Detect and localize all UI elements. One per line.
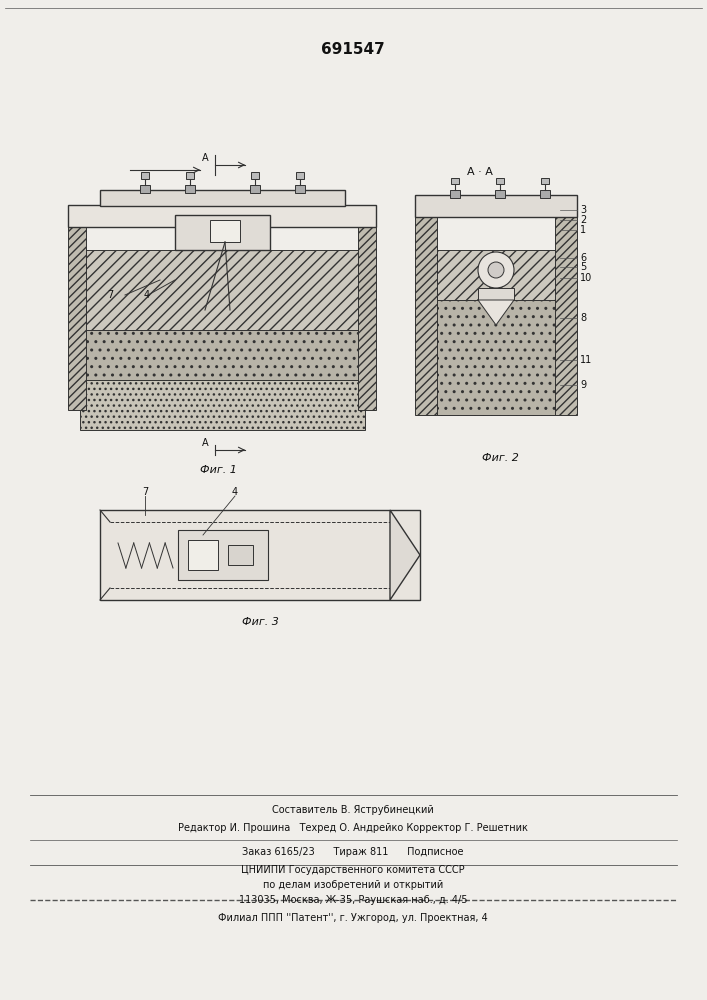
Text: 8: 8 <box>580 313 586 323</box>
Bar <box>450 190 460 198</box>
Text: 1: 1 <box>580 225 586 235</box>
Bar <box>415 200 437 415</box>
Circle shape <box>488 262 504 278</box>
Text: Заказ 6165/23      Тираж 811      Подписное: Заказ 6165/23 Тираж 811 Подписное <box>243 847 464 857</box>
Text: Фиг. 3: Фиг. 3 <box>242 617 279 627</box>
Text: 9: 9 <box>580 380 586 390</box>
Bar <box>100 510 420 600</box>
Bar <box>178 530 268 580</box>
Text: А: А <box>201 438 209 448</box>
Bar <box>186 172 194 179</box>
Circle shape <box>478 252 514 288</box>
Bar <box>100 190 345 206</box>
Bar <box>68 205 376 227</box>
Polygon shape <box>390 510 420 600</box>
Text: 5: 5 <box>580 262 586 272</box>
Text: 113035, Москва, Ж-35, Раушская наб., д. 4/5: 113035, Москва, Ж-35, Раушская наб., д. … <box>239 895 467 905</box>
Bar <box>175 215 270 250</box>
Text: 4: 4 <box>232 487 238 497</box>
Bar <box>415 195 577 217</box>
Bar <box>141 172 149 179</box>
Text: Редактор И. Прошина   Техред О. Андрейко Корректор Г. Решетник: Редактор И. Прошина Техред О. Андрейко К… <box>178 823 528 833</box>
Text: А: А <box>201 153 209 163</box>
Text: 11: 11 <box>580 355 592 365</box>
Text: Фиг. 2: Фиг. 2 <box>481 453 518 463</box>
Text: Фиг. 1: Фиг. 1 <box>199 465 236 475</box>
Text: Филиал ППП ''Патент'', г. Ужгород, ул. Проектная, 4: Филиал ППП ''Патент'', г. Ужгород, ул. П… <box>218 913 488 923</box>
Bar <box>80 330 365 380</box>
Text: 6: 6 <box>580 253 586 263</box>
Bar <box>495 190 505 198</box>
Text: 7: 7 <box>107 290 113 300</box>
Bar <box>185 185 195 193</box>
Bar <box>140 185 150 193</box>
Text: 3: 3 <box>580 205 586 215</box>
Bar <box>296 172 304 179</box>
Bar <box>68 210 86 410</box>
Bar <box>540 190 550 198</box>
Bar <box>210 220 240 242</box>
Bar <box>496 178 504 184</box>
Bar <box>555 200 577 415</box>
Bar <box>80 380 365 430</box>
Bar <box>358 210 376 410</box>
Bar <box>451 178 459 184</box>
Text: 4: 4 <box>144 290 150 300</box>
Text: Составитель В. Яструбинецкий: Составитель В. Яструбинецкий <box>272 805 434 815</box>
Bar <box>80 250 365 330</box>
Bar <box>250 185 260 193</box>
Bar <box>295 185 305 193</box>
Text: 7: 7 <box>142 487 148 497</box>
Text: ЦНИИПИ Государственного комитета СССР: ЦНИИПИ Государственного комитета СССР <box>241 865 464 875</box>
Bar <box>437 250 555 300</box>
Text: 691547: 691547 <box>321 42 385 57</box>
Bar <box>251 172 259 179</box>
Text: по делам изобретений и открытий: по делам изобретений и открытий <box>263 880 443 890</box>
Bar <box>437 300 555 415</box>
Bar <box>541 178 549 184</box>
Bar <box>478 288 514 300</box>
Text: 2: 2 <box>580 215 586 225</box>
Polygon shape <box>478 300 514 325</box>
Text: А · А: А · А <box>467 167 493 177</box>
Bar <box>228 545 253 565</box>
Bar <box>188 540 218 570</box>
Text: 10: 10 <box>580 273 592 283</box>
